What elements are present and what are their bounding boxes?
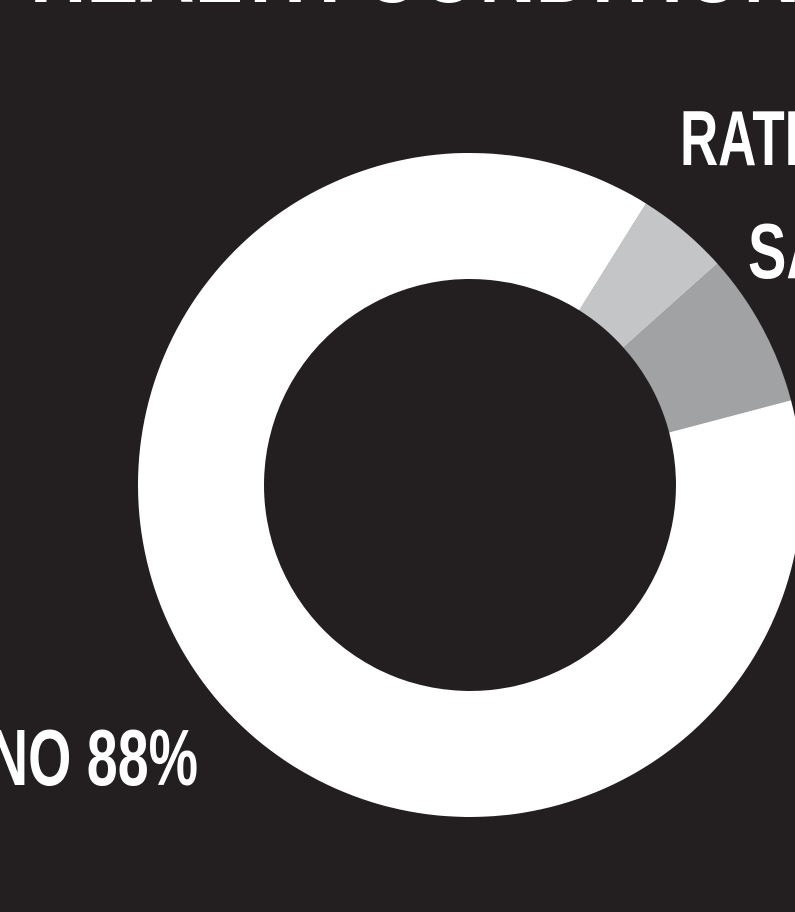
chart-title: HEALTH CONDITION (30, 0, 795, 22)
slice-label-sa: SA (748, 207, 795, 295)
slice-label-no: NO 88% (0, 713, 198, 802)
donut-slices (138, 153, 795, 817)
slice-label-rate: RATE (680, 94, 795, 182)
donut-slice-sa (623, 263, 791, 433)
donut-slice-rate (579, 203, 718, 348)
donut-slice-no (138, 153, 795, 817)
